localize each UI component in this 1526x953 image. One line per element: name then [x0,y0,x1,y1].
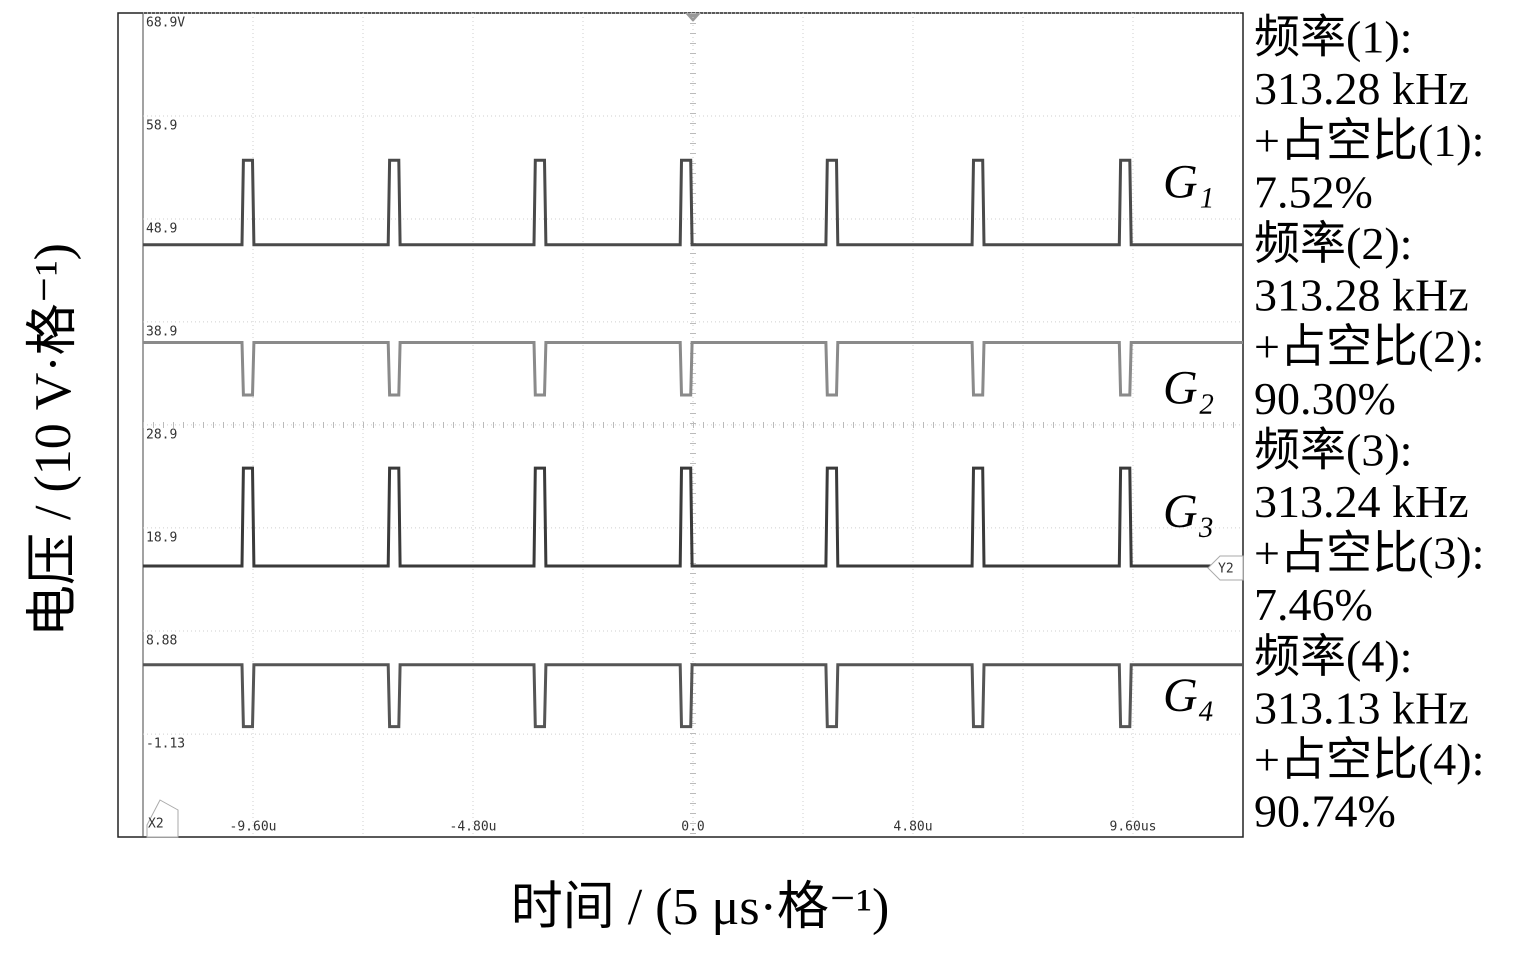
x-axis-label: 时间 / (5 μs·格⁻¹) [511,879,890,936]
cursor-marker [1207,555,1244,581]
measurement: +占空比(4): [1254,734,1484,785]
x-tick-label: 4.80u [893,820,932,835]
measurement: 频率(4): [1254,631,1412,682]
y-tick-label: 48.9 [146,221,177,236]
measurement: 90.30% [1254,373,1396,424]
measurement: 90.74% [1254,786,1396,837]
measurement: 313.28 kHz [1254,63,1469,114]
measurement: 313.24 kHz [1254,476,1469,527]
cursor-label: X2 [148,817,164,832]
measurement: +占空比(3): [1254,528,1484,579]
y-tick-label: 58.9 [146,118,177,133]
x-tick-label: -4.80u [450,820,497,835]
measurement: 频率(2): [1254,218,1412,269]
y-tick-label: -1.13 [146,737,185,752]
measurement: 313.28 kHz [1254,270,1469,321]
measurement: 频率(1): [1254,12,1412,63]
waveform [143,158,1243,247]
measurement: +占空比(2): [1254,321,1484,372]
y-tick-label: 18.9 [146,530,177,545]
x-tick-label: 0.0 [681,820,704,835]
series-label: G₄ [1163,669,1214,722]
measurement: +占空比(1): [1254,115,1484,166]
y-tick-label: 8.88 [146,634,177,649]
y-tick-label: 28.9 [146,427,177,442]
measurement: 313.13 kHz [1254,682,1469,733]
waveform [143,663,1243,729]
y-axis-label: 电压 / (10 V·格⁻¹) [25,243,82,637]
series-label: G₃ [1163,485,1214,538]
waveform [143,341,1243,397]
series-label: G₂ [1163,362,1214,415]
cursor-label: Y2 [1218,562,1234,577]
measurement: 7.52% [1254,166,1373,217]
measurement: 频率(3): [1254,424,1412,475]
waveform [143,466,1243,568]
series-label: G₁ [1163,156,1214,209]
y-tick-label: 68.9V [146,16,185,31]
y-tick-label: 38.9 [146,324,177,339]
cursor-marker [146,799,179,838]
x-tick-label: -9.60u [230,820,277,835]
x-tick-label: 9.60us [1110,820,1157,835]
measurement: 7.46% [1254,579,1373,630]
